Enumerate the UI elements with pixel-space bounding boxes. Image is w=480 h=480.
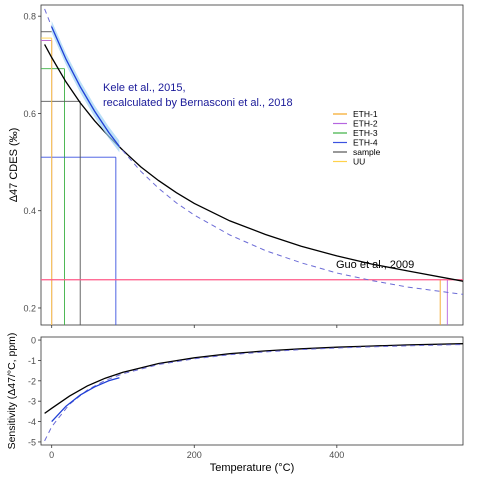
x-tick-label: 0 (49, 450, 54, 460)
y-tick-label: 0.6 (23, 109, 36, 119)
y-tick-label: -5 (28, 437, 36, 447)
x-tick-label: 400 (329, 450, 344, 460)
y-axis-label: Sensitivity (Δ47/°C, ppm) (6, 333, 18, 450)
y-tick-label: -2 (28, 376, 36, 386)
y-tick-label: 0 (31, 336, 36, 346)
legend-label: ETH-4 (353, 138, 378, 148)
annotation-bernasconi: recalculated by Bernasconi et al., 2018 (103, 97, 293, 109)
y-tick-label: 0.2 (23, 303, 36, 313)
y-axis-label: Δ47 CDES (‰) (8, 128, 20, 203)
panel-border (41, 5, 463, 325)
series-line-1 (45, 345, 463, 441)
annotation-kele: Kele et al., 2015, (103, 82, 186, 94)
legend-label: sample (353, 147, 381, 157)
delta47-panel: 0.2 0.4 0.6 0.8 Kele et al., 2015, recalculat… (8, 5, 463, 328)
y-tick-label: 0.4 (23, 206, 36, 216)
sensitivity-panel: 0 -1 -2 -3 -4 -5 0 200 400 Sensitivity (Δ47/°C, p… (6, 333, 463, 474)
series-line-0 (45, 344, 463, 414)
x-tick-label: 200 (187, 450, 202, 460)
annotation-guo: Guo et al., 2009 (336, 259, 414, 271)
legend-label: ETH-3 (353, 128, 378, 138)
y-tick-label: -3 (28, 397, 36, 407)
legend-label: ETH-1 (353, 109, 378, 119)
y-tick-label: -4 (28, 417, 36, 427)
y-tick-label: -1 (28, 356, 36, 366)
y-tick-label: 0.8 (23, 12, 36, 22)
series-line-2 (52, 378, 120, 422)
series-line-1 (45, 9, 463, 295)
legend-label: ETH-2 (353, 119, 378, 129)
legend-label: UU (353, 157, 365, 167)
x-axis-label: Temperature (°C) (210, 462, 294, 474)
